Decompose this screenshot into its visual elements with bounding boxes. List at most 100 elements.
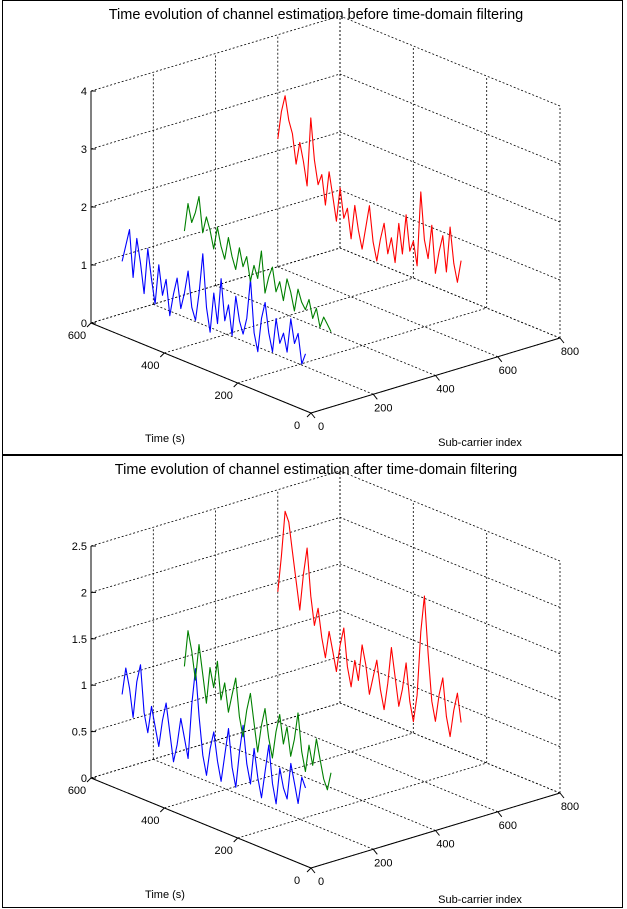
subcarrier-tick-label: 600 <box>499 820 517 832</box>
floor-gridline <box>164 277 414 354</box>
time-tick-label: 600 <box>68 785 86 797</box>
back-wall-gridline <box>90 656 341 732</box>
side-wall-gridline <box>339 73 561 165</box>
side-wall-gridline <box>339 702 561 794</box>
side-wall-gridline <box>339 131 561 223</box>
time-tick-mark <box>306 412 312 418</box>
subcarrier-tick-mark <box>372 848 378 855</box>
value-tick-label: 0 <box>81 318 87 330</box>
series-line <box>121 229 307 365</box>
subcarrier-tick-label: 200 <box>374 402 392 414</box>
value-tick-label: 2 <box>81 587 87 599</box>
side-wall-gridline <box>339 15 561 107</box>
floor-gridline <box>277 721 498 813</box>
top-chart-title: Time evolution of channel estimation bef… <box>109 7 524 23</box>
subcarrier-tick-mark <box>497 356 503 363</box>
back-wall-gridline <box>90 609 341 686</box>
floor-gridline <box>339 702 561 794</box>
subcarrier-tick-label: 400 <box>436 384 454 396</box>
subcarrier-tick-mark <box>372 393 378 400</box>
value-tick-label: 2.5 <box>72 541 87 553</box>
value-tick-label: 3 <box>81 144 87 156</box>
subcarrier-tick-mark <box>435 830 440 836</box>
time-tick-mark <box>86 322 92 328</box>
time-tick-mark <box>86 777 92 783</box>
top-subcarrier-axis-label: Sub-carrier index <box>438 437 522 449</box>
time-tick-mark <box>306 867 312 873</box>
series-line <box>121 664 307 805</box>
floor-gridline <box>277 266 498 358</box>
floor-gridline <box>153 303 374 395</box>
time-tick-label: 0 <box>294 420 300 432</box>
bottom-chart-title: Time evolution of channel estimation aft… <box>115 462 517 478</box>
floor-gridline <box>237 307 487 384</box>
subcarrier-tick-mark <box>310 412 316 419</box>
floor-gridline <box>237 762 487 839</box>
time-axis-line <box>90 777 312 869</box>
time-tick-mark <box>233 382 239 388</box>
subcarrier-tick-label: 200 <box>374 857 392 869</box>
time-tick-mark <box>159 807 165 813</box>
series-line <box>277 95 462 283</box>
subcarrier-tick-label: 0 <box>318 421 324 433</box>
subcarrier-tick-mark <box>559 792 565 799</box>
bottom-time-axis-label: Time (s) <box>145 889 185 901</box>
back-wall-gridline <box>90 247 341 324</box>
subcarrier-tick-label: 400 <box>436 839 454 851</box>
value-tick-label: 1 <box>81 680 87 692</box>
subcarrier-tick-mark <box>559 337 565 344</box>
value-tick-label: 4 <box>81 86 87 98</box>
time-tick-label: 0 <box>294 875 300 887</box>
value-tick-label: 1.5 <box>72 634 87 646</box>
bottom-chart-series <box>121 510 462 805</box>
back-wall-gridline <box>90 189 341 266</box>
back-wall-gridline <box>90 563 341 640</box>
side-wall-gridline <box>339 247 561 339</box>
back-wall-gridline <box>90 470 341 547</box>
side-wall-gridline <box>339 517 561 608</box>
side-wall-gridline <box>339 470 561 562</box>
value-tick-label: 1 <box>81 260 87 272</box>
time-tick-mark <box>233 837 239 843</box>
series-line <box>183 195 332 332</box>
top-chart-grid <box>90 15 561 414</box>
back-wall-gridline <box>90 517 341 593</box>
subcarrier-tick-label: 800 <box>561 346 579 358</box>
subcarrier-tick-mark <box>435 375 440 381</box>
floor-gridline <box>164 732 414 809</box>
top-chart-series <box>121 95 462 365</box>
time-tick-label: 200 <box>215 390 233 402</box>
bottom-3d-line-chart: Time evolution of channel estimation aft… <box>68 462 579 906</box>
time-tick-label: 400 <box>141 815 159 827</box>
top-3d-line-chart: Time evolution of channel estimation bef… <box>68 7 579 449</box>
top-time-axis-label: Time (s) <box>145 433 185 445</box>
subcarrier-tick-mark <box>310 867 316 874</box>
time-tick-label: 200 <box>215 845 233 857</box>
time-tick-mark <box>159 352 165 358</box>
side-wall-gridline <box>339 563 561 655</box>
series-line <box>183 630 332 791</box>
bottom-subcarrier-axis-label: Sub-carrier index <box>438 894 522 906</box>
floor-gridline <box>153 758 374 850</box>
subcarrier-tick-label: 800 <box>561 801 579 813</box>
time-tick-label: 400 <box>141 360 159 372</box>
floor-gridline <box>339 247 561 339</box>
back-wall-gridline <box>90 15 341 92</box>
bottom-chart-grid <box>90 470 561 869</box>
value-tick-label: 0.5 <box>72 727 87 739</box>
subcarrier-tick-mark <box>497 811 503 818</box>
side-wall-gridline <box>339 189 561 281</box>
subcarrier-tick-label: 0 <box>318 876 324 888</box>
top-chart-panel: Time evolution of channel estimation bef… <box>2 0 623 455</box>
bottom-chart-panel: Time evolution of channel estimation aft… <box>2 455 623 908</box>
back-wall-gridline <box>90 131 341 208</box>
subcarrier-tick-label: 600 <box>499 365 517 377</box>
value-tick-label: 2 <box>81 202 87 214</box>
value-tick-label: 0 <box>81 773 87 785</box>
side-wall-gridline <box>339 609 561 701</box>
back-wall-gridline <box>90 73 341 150</box>
series-line <box>277 510 462 738</box>
time-tick-label: 600 <box>68 330 86 342</box>
